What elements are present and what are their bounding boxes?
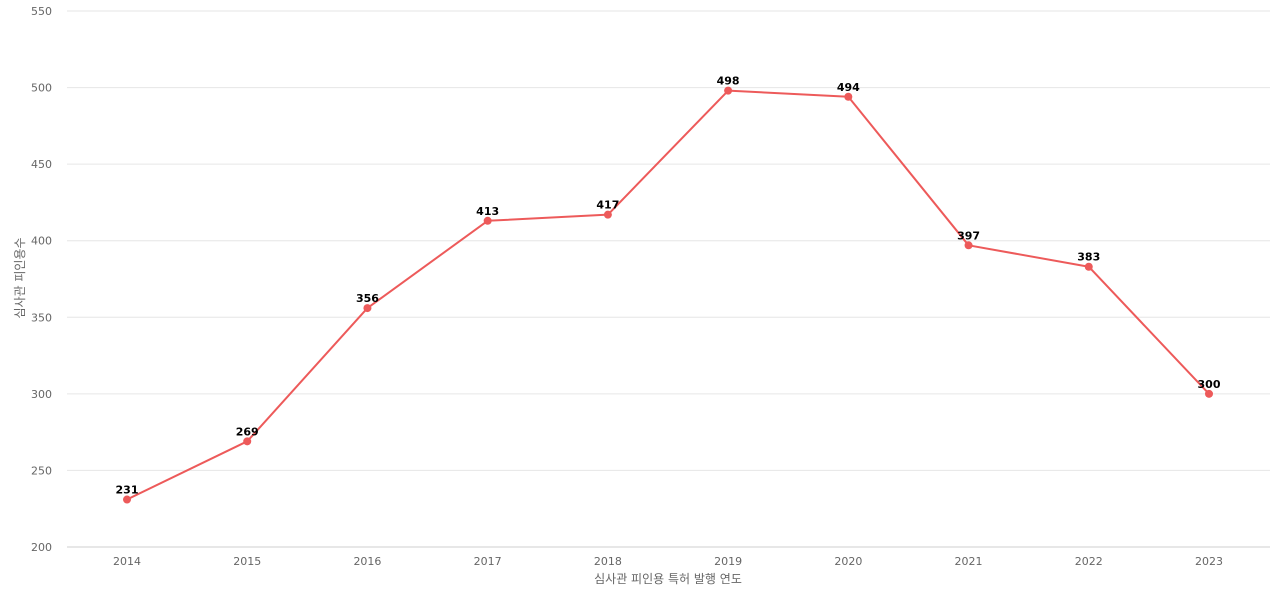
data-label: 356 <box>356 292 379 305</box>
data-label: 269 <box>236 425 259 438</box>
y-tick-label: 500 <box>31 82 52 95</box>
x-tick-label: 2017 <box>474 555 502 568</box>
data-labels: 231 269 356 413 417 498 494 397 383 300 <box>116 75 1221 497</box>
x-tick-label: 2022 <box>1075 555 1103 568</box>
data-point <box>243 437 252 446</box>
data-label: 397 <box>957 229 980 242</box>
x-tick-label: 2014 <box>113 555 141 568</box>
data-point <box>1084 262 1093 271</box>
y-tick-label: 350 <box>31 311 52 324</box>
data-point <box>363 304 372 313</box>
x-tick-label: 2016 <box>353 555 381 568</box>
data-label: 417 <box>596 199 619 212</box>
data-point <box>483 216 492 225</box>
y-axis-title: 심사관 피인용수 <box>13 237 27 318</box>
data-label: 231 <box>116 484 139 497</box>
data-point <box>844 92 853 101</box>
y-tick-label: 300 <box>31 388 52 401</box>
data-point <box>1205 389 1213 398</box>
data-label: 494 <box>837 81 860 94</box>
data-label: 300 <box>1198 378 1221 391</box>
data-point <box>964 241 973 250</box>
y-tick-label: 550 <box>31 5 52 18</box>
data-point <box>123 495 131 504</box>
y-tick-label: 450 <box>31 158 52 171</box>
gridlines <box>67 10 1270 471</box>
x-tick-label: 2023 <box>1195 555 1223 568</box>
data-label: 498 <box>717 75 740 88</box>
y-tick-label: 400 <box>31 235 52 248</box>
axes: 200 250 300 350 400 450 500 550 2014 2015 2016 2017… <box>31 5 1270 568</box>
x-axis-title: 심사관 피인용 특허 발행 연도 <box>594 571 742 586</box>
series-layer <box>123 86 1213 504</box>
x-tick-label: 2019 <box>714 555 742 568</box>
data-point <box>603 210 612 219</box>
y-tick-label: 250 <box>31 464 52 477</box>
data-label: 383 <box>1077 251 1100 264</box>
x-tick-label: 2015 <box>233 555 261 568</box>
data-point <box>724 86 733 95</box>
series-line <box>126 89 1210 501</box>
x-tick-label: 2021 <box>955 555 983 568</box>
data-label: 413 <box>476 205 499 218</box>
x-tick-label: 2020 <box>834 555 862 568</box>
y-tick-label: 200 <box>31 541 52 554</box>
x-tick-label: 2018 <box>594 555 622 568</box>
